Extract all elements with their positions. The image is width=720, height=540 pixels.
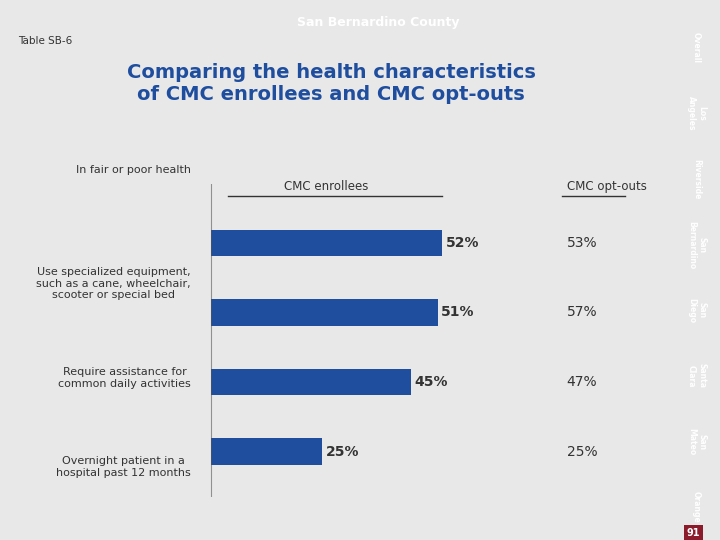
Text: 57%: 57% — [567, 305, 598, 319]
Bar — [210, 369, 411, 395]
Text: CMC opt-outs: CMC opt-outs — [567, 180, 647, 193]
Text: 47%: 47% — [567, 375, 598, 389]
Text: Overall: Overall — [692, 32, 701, 63]
Text: Riverside: Riverside — [692, 159, 701, 199]
Text: Comparing the health characteristics
of CMC enrollees and CMC opt-outs: Comparing the health characteristics of … — [127, 63, 536, 104]
Text: 51%: 51% — [441, 305, 474, 319]
Text: 25%: 25% — [325, 444, 359, 458]
Text: Overnight patient in a
hospital past 12 months: Overnight patient in a hospital past 12 … — [56, 456, 191, 478]
Bar — [210, 299, 438, 326]
Text: 53%: 53% — [567, 236, 598, 250]
Text: San
Bernardino: San Bernardino — [687, 221, 706, 269]
Bar — [210, 438, 322, 465]
Text: 25%: 25% — [567, 444, 598, 458]
Text: Orange: Orange — [692, 491, 701, 523]
Text: Table SB-6: Table SB-6 — [18, 36, 72, 45]
Text: Santa
Clara: Santa Clara — [687, 363, 706, 388]
Text: San Bernardino County: San Bernardino County — [297, 16, 459, 29]
Text: San
Mateo: San Mateo — [687, 428, 706, 455]
Text: CMC enrollees: CMC enrollees — [284, 180, 369, 193]
Text: Require assistance for
common daily activities: Require assistance for common daily acti… — [58, 367, 191, 389]
Text: San
Diego: San Diego — [687, 298, 706, 323]
Text: 52%: 52% — [446, 236, 479, 250]
Text: 45%: 45% — [415, 375, 448, 389]
Bar — [210, 230, 442, 256]
Text: Los
Angeles: Los Angeles — [687, 96, 706, 131]
Text: In fair or poor health: In fair or poor health — [76, 165, 191, 175]
Text: 91: 91 — [687, 528, 700, 538]
Text: Use specialized equipment,
such as a cane, wheelchair,
scooter or special bed: Use specialized equipment, such as a can… — [36, 267, 191, 300]
